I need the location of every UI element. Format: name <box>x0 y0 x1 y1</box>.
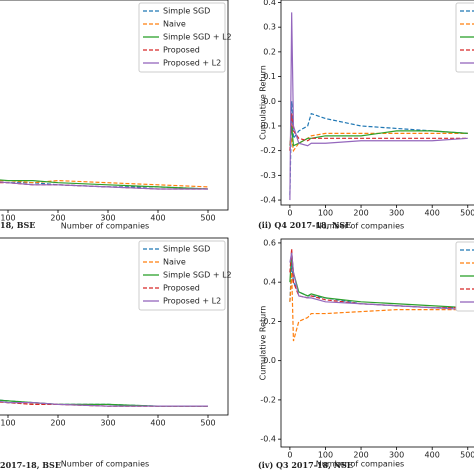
legend-label: Proposed <box>163 284 200 293</box>
plot-area <box>289 12 468 201</box>
legend-label: Proposed + L2 <box>163 297 221 306</box>
legend-label: Simple SGD + L2 <box>163 271 232 280</box>
x-tick-label: 300 <box>100 419 115 428</box>
axes-frame <box>0 0 229 211</box>
x-tick-label: 0 <box>287 209 292 218</box>
series-line <box>289 132 468 153</box>
y-axis-label: Cumulative Return <box>259 306 268 381</box>
caption: 2017-18, BSE <box>0 460 61 470</box>
series-line <box>289 252 468 311</box>
y-tick-label: 0.0 <box>263 356 276 365</box>
x-tick-label: 200 <box>353 209 368 218</box>
axes-frame <box>280 0 474 206</box>
y-tick-label: 0.3 <box>263 23 276 32</box>
legend-box <box>138 2 226 73</box>
series-line <box>289 125 468 147</box>
x-tick-label: 200 <box>353 451 368 460</box>
x-tick-label: 300 <box>389 451 404 460</box>
y-tick-label: 0.2 <box>263 317 276 326</box>
series-line <box>289 12 468 201</box>
caption: 18, BSE <box>0 220 35 230</box>
plot-area <box>289 248 468 342</box>
legend-box <box>138 240 226 311</box>
x-tick-label: 400 <box>150 419 165 428</box>
x-tick-label: 300 <box>100 214 115 223</box>
series-line <box>0 400 208 407</box>
x-tick-label: 0 <box>287 451 292 460</box>
series-line <box>289 101 468 196</box>
x-tick-label: 200 <box>50 419 65 428</box>
x-axis-label: Number of companies <box>61 222 149 231</box>
series-line <box>0 179 209 188</box>
legend-label: Simple SGD <box>163 7 210 16</box>
x-tick-label: 300 <box>389 209 404 218</box>
caption: (ii) Q4 2017-18, NSE <box>258 220 351 230</box>
series-line <box>289 262 468 309</box>
legend-label: Naive <box>163 258 186 267</box>
caption: (iv) Q3 2017-18, NSE <box>258 460 353 470</box>
legend-label: Simple SGD + L2 <box>163 33 232 42</box>
x-tick-label: 500 <box>460 451 474 460</box>
series-line <box>0 401 208 407</box>
series-line <box>289 272 468 342</box>
series-line <box>289 113 468 151</box>
series-line <box>0 179 209 190</box>
legend-label: Simple SGD <box>163 245 210 254</box>
y-tick-label: -0.1 <box>260 121 276 130</box>
y-tick-label: -0.4 <box>260 196 276 205</box>
y-tick-label: -0.4 <box>260 435 276 444</box>
y-tick-label: -0.2 <box>260 395 276 404</box>
y-tick-label: 0.1 <box>263 72 276 81</box>
x-tick-label: 400 <box>425 451 440 460</box>
y-axis-label: Cumulative Return <box>259 65 268 140</box>
x-tick-label: 500 <box>200 419 215 428</box>
x-tick-label: 500 <box>200 214 215 223</box>
y-tick-label: 0.6 <box>263 238 276 247</box>
x-axis-label: Number of companies <box>61 460 149 469</box>
x-tick-label: 400 <box>150 214 165 223</box>
y-tick-label: 0.4 <box>263 0 276 7</box>
x-tick-label: 500 <box>460 209 474 218</box>
legend-label: Naive <box>163 20 186 29</box>
y-tick-label: -0.3 <box>260 171 276 180</box>
y-tick-label: 0.4 <box>263 278 276 287</box>
series-line <box>0 181 208 190</box>
legend-label: Proposed + L2 <box>163 59 221 68</box>
x-tick-label: 100 <box>318 209 333 218</box>
x-tick-label: 100 <box>0 214 15 223</box>
plot-area <box>0 399 208 407</box>
axes-frame <box>0 237 229 416</box>
x-axis-label: Number of companies <box>316 460 404 469</box>
y-tick-label: -0.2 <box>260 146 276 155</box>
x-tick-label: 100 <box>318 451 333 460</box>
plot-area <box>0 179 209 190</box>
axes-frame <box>280 238 474 448</box>
y-tick-label: 0.2 <box>263 47 276 56</box>
x-tick-label: 100 <box>0 419 15 428</box>
y-tick-label: 0.0 <box>263 97 276 106</box>
x-tick-label: 200 <box>50 214 65 223</box>
legend-label: Proposed <box>163 46 200 55</box>
x-axis-label: Number of companies <box>316 222 404 231</box>
x-tick-label: 400 <box>425 209 440 218</box>
